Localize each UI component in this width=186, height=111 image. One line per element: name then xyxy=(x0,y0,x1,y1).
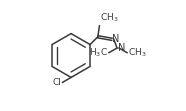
Text: Cl: Cl xyxy=(53,78,61,87)
Text: N: N xyxy=(112,34,120,44)
Text: N: N xyxy=(118,43,125,53)
Text: CH$_3$: CH$_3$ xyxy=(128,47,146,59)
Text: H$_3$C: H$_3$C xyxy=(89,47,108,59)
Text: CH$_3$: CH$_3$ xyxy=(100,12,119,24)
